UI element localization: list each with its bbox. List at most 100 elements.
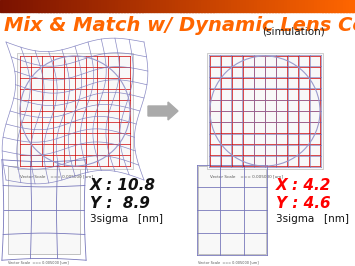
Bar xyxy=(44,0,48,12)
Bar xyxy=(71,0,75,12)
Bar xyxy=(343,0,346,12)
Bar xyxy=(106,0,110,12)
Bar xyxy=(207,53,323,169)
Bar xyxy=(263,0,267,12)
Bar xyxy=(290,0,293,12)
Bar xyxy=(198,0,202,12)
Bar xyxy=(213,0,217,12)
Text: 3sigma   [nm]: 3sigma [nm] xyxy=(90,214,163,224)
Text: Y : 4.6: Y : 4.6 xyxy=(276,196,331,211)
FancyArrow shape xyxy=(148,102,178,120)
Bar xyxy=(151,0,154,12)
Bar xyxy=(210,0,213,12)
Bar xyxy=(195,0,199,12)
Bar xyxy=(281,0,284,12)
Bar xyxy=(145,0,148,12)
Text: X : 10.8: X : 10.8 xyxy=(90,178,156,193)
Bar xyxy=(234,0,237,12)
Bar xyxy=(340,0,344,12)
Bar xyxy=(3,0,6,12)
Bar xyxy=(56,0,60,12)
Bar xyxy=(0,0,4,12)
Bar xyxy=(346,0,350,12)
Bar xyxy=(50,0,54,12)
Bar xyxy=(163,0,166,12)
Bar xyxy=(18,0,21,12)
Bar xyxy=(89,0,92,12)
Bar xyxy=(266,0,270,12)
Bar xyxy=(166,0,169,12)
Bar xyxy=(225,0,228,12)
Bar xyxy=(302,0,305,12)
Bar xyxy=(180,0,184,12)
Bar xyxy=(15,0,18,12)
Bar xyxy=(313,0,317,12)
Bar xyxy=(178,0,181,12)
Bar xyxy=(169,0,172,12)
Bar xyxy=(257,0,261,12)
Bar xyxy=(160,0,163,12)
Bar xyxy=(77,0,80,12)
Bar xyxy=(352,0,355,12)
Bar xyxy=(326,0,329,12)
Bar xyxy=(33,0,36,12)
Bar xyxy=(80,0,83,12)
Bar xyxy=(204,0,208,12)
Bar xyxy=(6,0,9,12)
Bar xyxy=(207,0,211,12)
Text: Vector Scale  === 0.005000 [um]: Vector Scale === 0.005000 [um] xyxy=(198,260,259,264)
Bar xyxy=(98,0,101,12)
Bar xyxy=(92,0,95,12)
Bar xyxy=(12,0,15,12)
Bar xyxy=(130,0,133,12)
Bar xyxy=(322,0,326,12)
Bar xyxy=(216,0,219,12)
Bar xyxy=(121,0,125,12)
Bar xyxy=(115,0,119,12)
Bar xyxy=(198,166,266,254)
Bar xyxy=(74,0,77,12)
Text: Vector Scale  === 0.005000 [um]: Vector Scale === 0.005000 [um] xyxy=(8,260,69,264)
Bar xyxy=(36,0,39,12)
Bar xyxy=(201,0,204,12)
Bar xyxy=(47,0,51,12)
Bar xyxy=(278,0,282,12)
Bar xyxy=(38,0,42,12)
Bar xyxy=(272,0,275,12)
Bar xyxy=(100,0,104,12)
Bar xyxy=(83,0,86,12)
Text: Y :  8.9: Y : 8.9 xyxy=(90,196,150,211)
Text: 3sigma   [nm]: 3sigma [nm] xyxy=(276,214,349,224)
Bar xyxy=(284,0,288,12)
Bar xyxy=(186,0,190,12)
Bar xyxy=(127,0,131,12)
Bar xyxy=(269,0,273,12)
Bar xyxy=(287,0,290,12)
Bar xyxy=(124,0,128,12)
Text: Vector Scale    === 0.005000 [um]: Vector Scale === 0.005000 [um] xyxy=(20,174,93,178)
Bar xyxy=(248,0,252,12)
Bar xyxy=(231,0,234,12)
Bar xyxy=(219,0,222,12)
Bar xyxy=(53,0,57,12)
Bar xyxy=(154,0,157,12)
Bar xyxy=(157,0,160,12)
Bar xyxy=(331,0,335,12)
Bar xyxy=(334,0,338,12)
Bar xyxy=(320,0,323,12)
Text: (simulation): (simulation) xyxy=(262,26,325,36)
Bar xyxy=(27,0,30,12)
Bar xyxy=(192,0,196,12)
Bar xyxy=(148,0,151,12)
Bar xyxy=(136,0,140,12)
Bar xyxy=(59,0,62,12)
Bar xyxy=(255,0,258,12)
Bar xyxy=(349,0,353,12)
Bar xyxy=(246,0,249,12)
Bar xyxy=(68,0,71,12)
Text: X : 4.2: X : 4.2 xyxy=(276,178,331,193)
Bar xyxy=(184,0,187,12)
Bar xyxy=(8,166,80,254)
Bar xyxy=(42,0,45,12)
Bar xyxy=(311,0,314,12)
